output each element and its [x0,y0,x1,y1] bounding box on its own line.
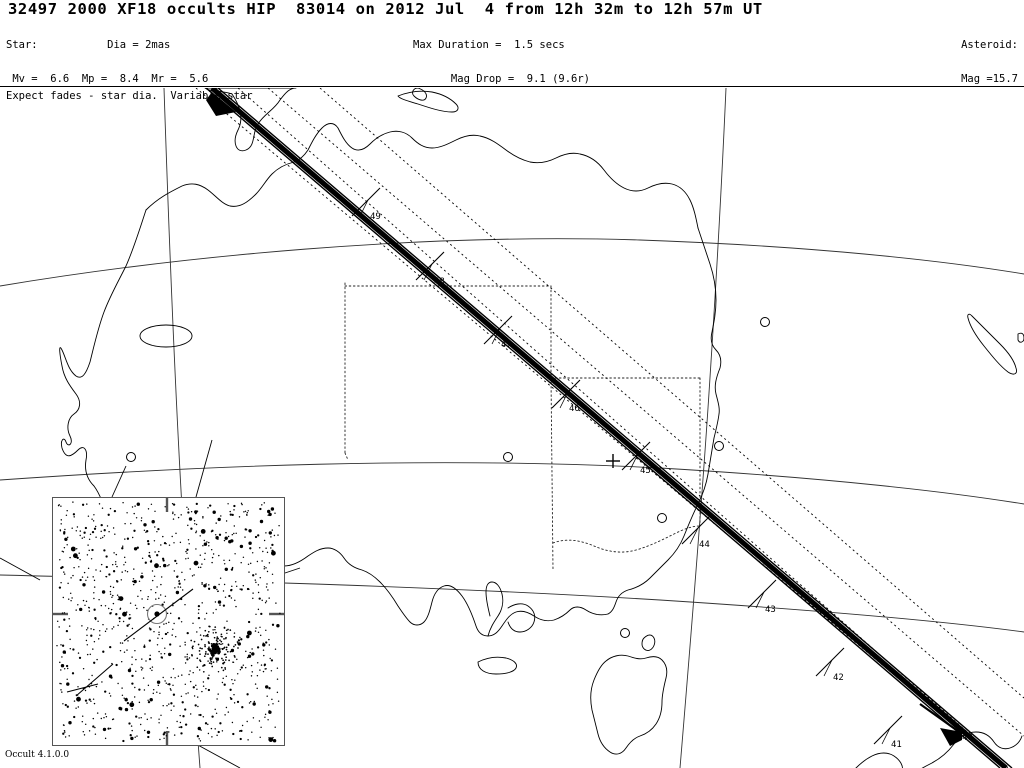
header-divider [0,86,1024,87]
path-uncertainty-limits [237,88,1024,768]
centre-cross-marker [606,454,620,468]
track-label-44: 44 [699,540,710,550]
australia-east-coast [607,227,722,615]
australia-north-coast [145,123,699,229]
path-label-leaders [359,199,891,745]
city-marker-adelaide [503,452,513,462]
city-marker-hobart [620,628,630,638]
track-label-42: 42 [833,673,844,683]
mag-drop-line: Mag Drop = 9.1 (9.6r) [413,73,591,86]
city-markers[interactable] [126,317,770,638]
page-title: 32497 2000 XF18 occults HIP 83014 on 201… [8,0,763,18]
star-chart-inset[interactable] [52,497,285,746]
latitude-arc-south [0,462,1024,505]
eyre-yorke-peninsula-coastline [485,581,504,637]
asteroid-label-line: Asteroid: [961,39,1018,52]
star-mag-line: Mv = 6.6 Mp = 8.4 Mr = 5.6 [6,73,209,86]
timor-coastline [397,90,459,113]
new-caledonia-coastline [967,313,1017,375]
tasmania-coastline [590,654,668,755]
path-southern-limit [267,88,1024,737]
lake-feature [139,324,193,348]
track-label-47: 47 [501,340,512,350]
path-direction-arrow-end [919,703,963,746]
track-label-45: 45 [640,466,651,476]
new-zealand-south-island-coastline [855,752,903,768]
inset-frame-ticks [53,498,284,745]
city-marker-brisbane [760,317,770,327]
track-time-labels: 49 48 47 46 45 44 43 42 41 40 [370,212,973,750]
uncertainty-limit-lower-outer [319,88,1024,699]
inset-star-field [56,501,281,743]
city-marker-sydney [714,441,724,451]
wa-sa-boundary-south [344,452,349,461]
software-version-label: Occult 4.1.0.0 [5,750,70,760]
path-band-edge-north [205,88,1001,768]
city-marker-perth [126,452,136,462]
city-marker-melbourne [657,513,667,523]
path-direction-arrow [206,92,236,116]
path-centre-line [210,88,1008,768]
track-label-43: 43 [765,605,776,615]
australia-west-coast [59,209,147,548]
track-label-48: 48 [434,277,445,287]
sa-nsw-vic-boundary-vertical [550,377,554,571]
max-duration-line: Max Duration = 1.5 secs [413,39,565,52]
small-island-north [412,88,427,101]
prediction-note: Expect fades - star dia. Variable star [6,90,253,102]
track-label-49: 49 [370,212,381,222]
inset-open-cluster [190,625,239,673]
meridian-centre [679,88,727,768]
track-label-41: 41 [891,740,902,750]
path-band-edge-south [217,88,1013,768]
inset-track-line [123,588,194,642]
new-zealand-north-island-coastline [921,731,1023,768]
inset-track-line-secondary [66,663,114,697]
star-label-line: Star: Dia = 2mas [6,39,171,52]
track-label-46: 46 [569,404,580,414]
asteroid-mag-line: Mag =15.7 [961,73,1018,86]
bass-strait-island [641,634,656,651]
latitude-arc-north [0,238,1024,287]
kangaroo-island-coastline [477,656,517,675]
track-label-40: 40 [962,733,973,743]
nsw-vic-boundary [552,525,701,553]
path-minute-ticks [351,187,903,745]
spencer-gulf-coastline [507,603,536,633]
header-panel: 32497 2000 XF18 occults HIP 83014 on 201… [0,0,1024,219]
occultation-path-band [205,88,1013,768]
